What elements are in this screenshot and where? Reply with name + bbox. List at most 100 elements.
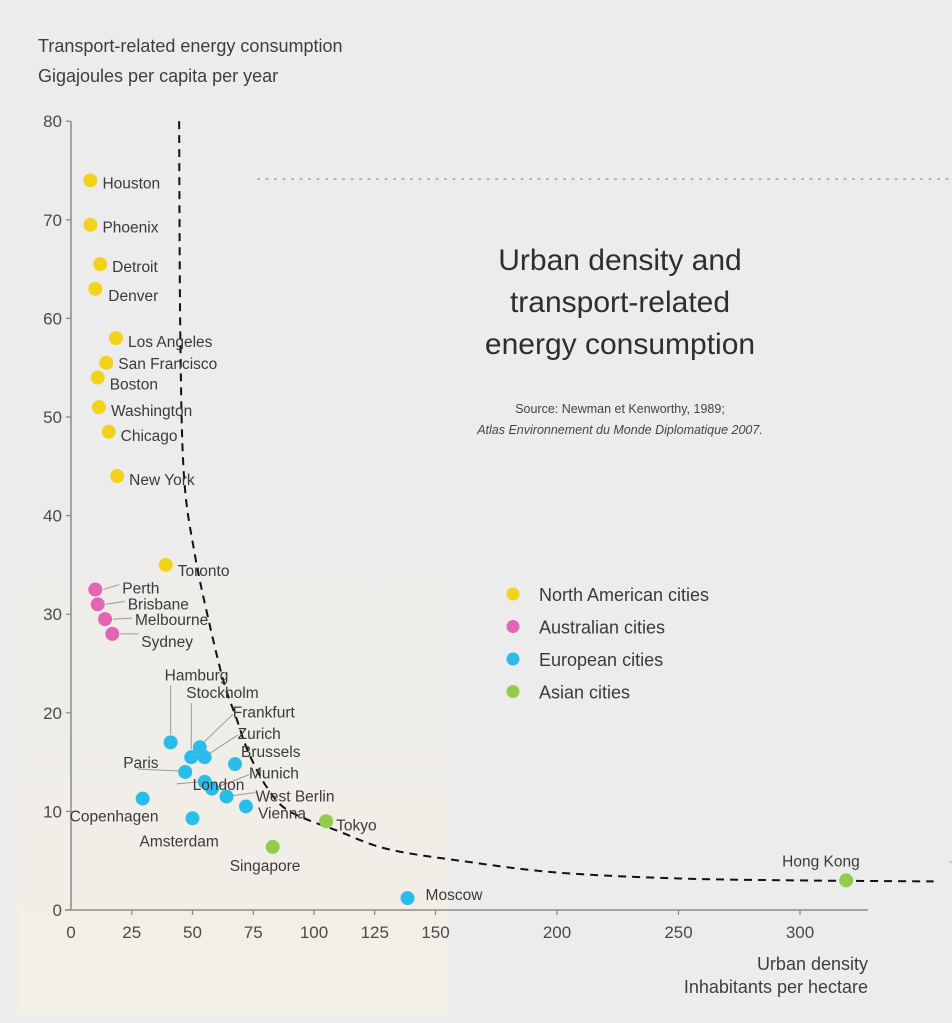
data-point-washington bbox=[91, 400, 106, 415]
chart-title-line2: transport-related bbox=[510, 286, 730, 319]
label-munich: Munich bbox=[249, 766, 299, 783]
data-point-tokyo bbox=[319, 814, 334, 829]
x-tick-label: 0 bbox=[66, 923, 75, 942]
legend: North American cities Australian cities Eu… bbox=[506, 585, 709, 703]
label-brisbane: Brisbane bbox=[128, 596, 189, 613]
label-moscow: Moscow bbox=[426, 887, 484, 904]
leader-line-perth bbox=[103, 584, 120, 591]
y-tick-label: 10 bbox=[43, 802, 62, 821]
label-hong-kong: Hong Kong bbox=[782, 853, 860, 870]
label-stockholm: Stockholm bbox=[186, 685, 258, 702]
label-chicago: Chicago bbox=[121, 428, 178, 445]
label-vienna: Vienna bbox=[258, 805, 306, 822]
data-point-houston bbox=[83, 173, 98, 188]
data-point-singapore bbox=[265, 839, 280, 854]
label-sydney: Sydney bbox=[141, 634, 193, 651]
label-phoenix: Phoenix bbox=[102, 220, 158, 237]
data-point-west-berlin bbox=[219, 789, 234, 804]
label-los-angeles: Los Angeles bbox=[128, 334, 213, 351]
data-point-detroit bbox=[93, 257, 108, 272]
x-tick-label: 200 bbox=[543, 923, 571, 942]
data-point-stockholm bbox=[184, 750, 199, 765]
data-point-brussels bbox=[228, 757, 243, 772]
data-point-perth bbox=[88, 582, 103, 597]
city-labels: Houston Phoenix Detroit Denver Los Angeles Sa… bbox=[70, 175, 860, 904]
y-tick-label: 50 bbox=[43, 408, 62, 427]
legend-swatch-europe bbox=[506, 652, 520, 666]
y-axis-title-line2: Gigajoules per capita per year bbox=[38, 66, 278, 86]
y-tick-label: 20 bbox=[43, 704, 62, 723]
label-frankfurt: Frankfurt bbox=[233, 704, 296, 721]
x-tick-label: 300 bbox=[786, 923, 814, 942]
data-point-moscow bbox=[400, 891, 415, 906]
data-point-hamburg bbox=[163, 735, 178, 750]
y-axis-title-line1: Transport-related energy consumption bbox=[38, 36, 343, 56]
source-line2: Atlas Environnement du Monde Diplomatiqu… bbox=[476, 423, 763, 437]
data-point-amsterdam bbox=[185, 811, 200, 826]
x-tick-label: 25 bbox=[122, 923, 141, 942]
label-paris: Paris bbox=[123, 755, 159, 772]
legend-label-europe: European cities bbox=[539, 650, 663, 670]
data-point-munich bbox=[204, 781, 219, 796]
legend-swatch-north-america bbox=[506, 587, 520, 601]
label-leader-lines bbox=[103, 584, 256, 797]
leader-line-munich bbox=[217, 774, 250, 788]
leader-line-london bbox=[176, 781, 199, 785]
legend-label-australia: Australian cities bbox=[539, 618, 665, 638]
x-axis-ticks: 0 25 50 75 100 125 150 200 250 300 bbox=[66, 910, 814, 942]
label-perth: Perth bbox=[122, 581, 159, 598]
label-toronto: Toronto bbox=[178, 563, 230, 580]
label-new-york: New York bbox=[129, 472, 195, 489]
leader-line-brisbane bbox=[105, 600, 125, 605]
data-point-paris bbox=[178, 764, 193, 779]
x-tick-label: 150 bbox=[421, 923, 449, 942]
data-point-los-angeles bbox=[108, 331, 123, 346]
y-tick-label: 0 bbox=[53, 901, 62, 920]
data-point-zurich bbox=[197, 750, 212, 765]
leader-line-melbourne bbox=[112, 617, 133, 620]
data-point-phoenix bbox=[83, 217, 98, 232]
data-point-new-york bbox=[110, 469, 125, 484]
axes bbox=[65, 121, 868, 911]
leader-line-frankfurt bbox=[203, 713, 234, 743]
legend-swatch-australia bbox=[506, 620, 520, 633]
label-copenhagen: Copenhagen bbox=[70, 809, 159, 826]
trend-curve-group bbox=[178, 121, 934, 883]
trend-curve bbox=[178, 121, 934, 883]
chart-title-line1: Urban density and bbox=[498, 244, 742, 277]
data-point-hong-kong bbox=[839, 873, 854, 888]
label-denver: Denver bbox=[108, 288, 158, 305]
legend-label-north-america: North American cities bbox=[539, 585, 709, 605]
chart-title: Urban density and transport-related ener… bbox=[476, 244, 763, 437]
label-zurich: Zurich bbox=[238, 726, 281, 743]
data-points bbox=[83, 173, 854, 906]
data-point-vienna bbox=[238, 799, 253, 814]
leader-line-west-berlin bbox=[232, 792, 256, 797]
label-boston: Boston bbox=[110, 377, 158, 394]
y-axis-title: Transport-related energy consumption Gig… bbox=[38, 36, 343, 86]
leader-line-paris bbox=[137, 768, 180, 772]
data-point-sydney bbox=[105, 626, 120, 641]
data-point-boston bbox=[90, 370, 105, 385]
data-point-copenhagen bbox=[135, 791, 150, 806]
data-point-melbourne bbox=[98, 612, 113, 627]
label-west-berlin: West Berlin bbox=[256, 789, 335, 806]
label-amsterdam: Amsterdam bbox=[140, 833, 219, 850]
label-san-francisco: San Francisco bbox=[118, 356, 217, 373]
legend-label-asia: Asian cities bbox=[539, 683, 630, 703]
label-detroit: Detroit bbox=[112, 259, 158, 276]
x-tick-label: 100 bbox=[300, 923, 328, 942]
data-point-san-francisco bbox=[99, 355, 114, 370]
label-houston: Houston bbox=[102, 175, 160, 192]
y-tick-label: 60 bbox=[43, 309, 62, 328]
data-point-toronto bbox=[158, 557, 173, 572]
label-singapore: Singapore bbox=[230, 858, 301, 875]
y-tick-label: 70 bbox=[43, 211, 62, 230]
data-point-brisbane bbox=[90, 597, 105, 612]
source-line1: Source: Newman et Kenworthy, 1989; bbox=[515, 402, 725, 416]
x-tick-label: 75 bbox=[244, 923, 263, 942]
reference-lines bbox=[256, 178, 952, 863]
y-tick-label: 30 bbox=[43, 605, 62, 624]
x-tick-label: 250 bbox=[664, 923, 692, 942]
